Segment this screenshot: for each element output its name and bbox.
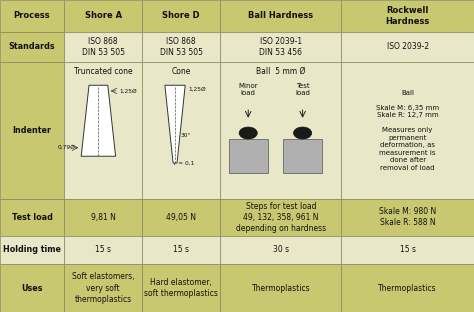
Text: r = 0,1: r = 0,1 bbox=[174, 161, 194, 166]
Bar bbox=[220, 198, 341, 236]
Text: 0,79Ø: 0,79Ø bbox=[58, 145, 75, 150]
Text: ISO 868
DIN 53 505: ISO 868 DIN 53 505 bbox=[82, 37, 125, 57]
Bar bbox=[0, 264, 64, 312]
Text: Ball Hardness: Ball Hardness bbox=[248, 12, 313, 21]
Bar bbox=[220, 62, 341, 198]
Text: Thermoplastics: Thermoplastics bbox=[378, 284, 437, 293]
Bar bbox=[142, 236, 220, 264]
Text: ISO 2039-1
DIN 53 456: ISO 2039-1 DIN 53 456 bbox=[259, 37, 302, 57]
Text: Soft elastomers,
very soft
thermoplastics: Soft elastomers, very soft thermoplastic… bbox=[72, 272, 134, 304]
Bar bbox=[64, 264, 142, 312]
Text: 15 s: 15 s bbox=[400, 246, 416, 255]
Text: Minor
load: Minor load bbox=[238, 83, 258, 96]
Text: Standards: Standards bbox=[9, 42, 55, 51]
Text: 30 s: 30 s bbox=[273, 246, 289, 255]
Bar bbox=[341, 236, 474, 264]
Bar bbox=[220, 0, 341, 32]
Bar bbox=[220, 32, 341, 62]
Text: Test
load: Test load bbox=[295, 83, 310, 96]
Text: Uses: Uses bbox=[21, 284, 43, 293]
Text: Cone: Cone bbox=[172, 67, 191, 76]
Bar bbox=[0, 0, 64, 32]
Text: Steps for test load
49, 132, 358, 961 N
depending on hardness: Steps for test load 49, 132, 358, 961 N … bbox=[236, 202, 326, 233]
Text: 15 s: 15 s bbox=[95, 246, 111, 255]
Bar bbox=[0, 236, 64, 264]
Text: Test load: Test load bbox=[11, 213, 53, 222]
Text: ISO 868
DIN 53 505: ISO 868 DIN 53 505 bbox=[160, 37, 203, 57]
Bar bbox=[64, 198, 142, 236]
Bar bbox=[229, 139, 267, 173]
Bar bbox=[220, 264, 341, 312]
Text: 30°: 30° bbox=[180, 133, 191, 138]
Text: Shore D: Shore D bbox=[163, 12, 200, 21]
Bar bbox=[142, 62, 220, 198]
Bar bbox=[64, 32, 142, 62]
Text: Thermoplastics: Thermoplastics bbox=[252, 284, 310, 293]
Bar bbox=[142, 264, 220, 312]
Bar bbox=[341, 32, 474, 62]
Polygon shape bbox=[81, 85, 116, 156]
Text: Ball

Skale M: 6,35 mm
Skale R: 12,7 mm

Measures only
permanent
deformation, as: Ball Skale M: 6,35 mm Skale R: 12,7 mm M… bbox=[376, 90, 439, 171]
Bar bbox=[64, 236, 142, 264]
Text: 9,81 N: 9,81 N bbox=[91, 213, 116, 222]
Text: 1,25Ø: 1,25Ø bbox=[119, 88, 137, 93]
Text: 15 s: 15 s bbox=[173, 246, 189, 255]
Bar bbox=[341, 62, 474, 198]
Text: Skale M: 980 N
Skale R: 588 N: Skale M: 980 N Skale R: 588 N bbox=[379, 207, 436, 227]
Text: Truncated cone: Truncated cone bbox=[74, 67, 132, 76]
Text: Rockwell
Hardness: Rockwell Hardness bbox=[385, 6, 430, 26]
Text: Ball  5 mm Ø: Ball 5 mm Ø bbox=[256, 67, 306, 76]
Bar bbox=[0, 32, 64, 62]
Bar bbox=[341, 264, 474, 312]
Bar bbox=[341, 0, 474, 32]
Bar bbox=[142, 32, 220, 62]
Bar bbox=[142, 198, 220, 236]
Bar bbox=[283, 139, 322, 173]
Bar bbox=[142, 0, 220, 32]
Text: Indenter: Indenter bbox=[12, 126, 52, 135]
Bar bbox=[0, 198, 64, 236]
Text: 1,25Ø: 1,25Ø bbox=[188, 87, 206, 92]
Text: ISO 2039-2: ISO 2039-2 bbox=[387, 42, 428, 51]
Text: Process: Process bbox=[14, 12, 50, 21]
Text: Shore A: Shore A bbox=[84, 12, 122, 21]
Polygon shape bbox=[165, 85, 185, 163]
Text: Hard elastomer,
soft thermoplastics: Hard elastomer, soft thermoplastics bbox=[145, 278, 218, 298]
Bar bbox=[220, 236, 341, 264]
Text: 35°: 35° bbox=[101, 122, 112, 127]
Bar bbox=[64, 62, 142, 198]
Bar bbox=[341, 198, 474, 236]
Circle shape bbox=[293, 127, 312, 139]
Circle shape bbox=[239, 127, 257, 139]
Bar bbox=[64, 0, 142, 32]
Bar bbox=[0, 62, 64, 198]
Text: Holding time: Holding time bbox=[3, 246, 61, 255]
Text: 49,05 N: 49,05 N bbox=[166, 213, 196, 222]
